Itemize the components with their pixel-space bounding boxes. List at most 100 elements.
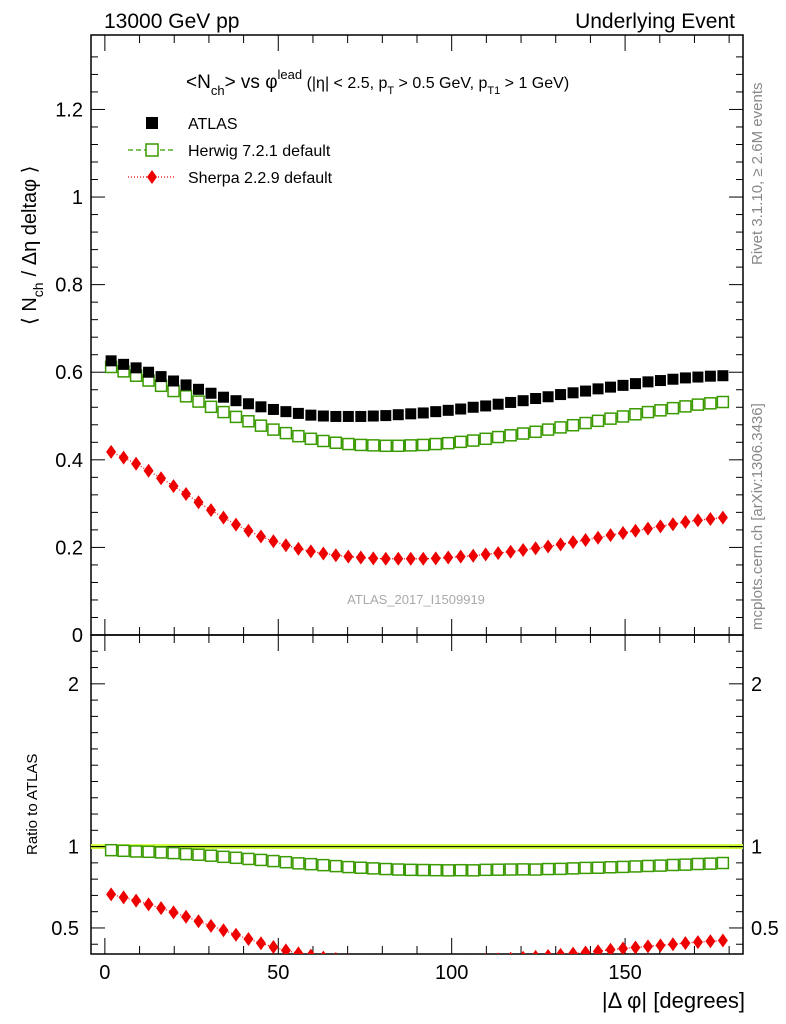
sherpa-ratio-point [544, 948, 552, 954]
sherpa-point [405, 551, 416, 566]
herwig-ratio-point [479, 863, 492, 877]
herwig-ratio-point [579, 861, 592, 875]
ratio-y-axis-label: Ratio to ATLAS [24, 754, 41, 855]
atlas-point [380, 410, 392, 422]
herwig-ratio-point [416, 863, 430, 877]
legend: ATLAS Herwig 7.2.1 default Sherpa 2.2.9 … [128, 116, 333, 187]
sherpa-point [280, 538, 291, 553]
sherpa-ratio-point [293, 946, 304, 954]
atlas-point [355, 410, 367, 422]
ratio-series-group [104, 843, 730, 968]
analysis-watermark: ATLAS_2017_I1509919 [347, 592, 485, 607]
atlas-point [667, 373, 679, 385]
atlas-point [105, 355, 117, 367]
sherpa-point [568, 535, 579, 550]
main-y-tick-label: 0.2 [55, 537, 83, 559]
sherpa-point [380, 551, 391, 566]
atlas-point [642, 376, 654, 388]
sherpa-point [355, 550, 366, 565]
herwig-point [516, 427, 530, 440]
atlas-point [330, 410, 342, 422]
x-tick-label: 50 [267, 962, 289, 984]
sherpa-point [156, 471, 167, 486]
atlas-point [317, 410, 329, 422]
herwig-point [554, 421, 567, 434]
ratio-y-tick-label-right: 0.5 [751, 918, 779, 940]
herwig-ratio-point [429, 863, 442, 877]
atlas-point [155, 371, 167, 383]
sherpa-ratio-point [347, 953, 350, 954]
atlas-point [505, 396, 517, 408]
sherpa-line [110, 451, 723, 560]
x-tick-label: 100 [435, 962, 468, 984]
sherpa-point [530, 541, 541, 556]
sherpa-point [443, 550, 454, 565]
atlas-point [417, 407, 429, 419]
sherpa-point [218, 510, 229, 525]
herwig-ratio-point [679, 858, 692, 871]
sherpa-point [205, 503, 216, 518]
sherpa-ratio-point [381, 954, 391, 968]
sherpa-ratio-point [667, 937, 678, 952]
atlas-point [717, 370, 729, 382]
sherpa-ratio-point [618, 941, 629, 954]
herwig-point [454, 435, 467, 449]
sherpa-point [318, 546, 329, 561]
sherpa-ratio-point [509, 951, 513, 954]
sherpa-ratio-point [205, 918, 216, 933]
sherpa-ratio-point [532, 949, 539, 954]
herwig-ratio-point [342, 860, 355, 874]
herwig-point [304, 432, 318, 446]
herwig-point [504, 429, 517, 442]
sherpa-point [642, 521, 653, 536]
herwig-ratio-point [404, 863, 418, 877]
herwig-point [629, 408, 642, 421]
sherpa-ratio-point [218, 923, 229, 938]
atlas-point [292, 407, 304, 419]
atlas-point [193, 383, 205, 395]
sherpa-point [393, 551, 404, 566]
sherpa-point [605, 528, 616, 543]
atlas-point [617, 379, 629, 391]
sherpa-point [455, 549, 466, 564]
sherpa-ratio-point [143, 897, 154, 912]
atlas-point [580, 385, 592, 397]
atlas-point [492, 398, 504, 410]
sherpa-point [168, 479, 179, 494]
sherpa-point [480, 547, 491, 562]
herwig-ratio-point [392, 863, 405, 876]
herwig-ratio-point [279, 855, 293, 869]
sherpa-ratio-point [373, 953, 374, 954]
sherpa-point [717, 510, 728, 525]
herwig-ratio-point [504, 863, 517, 876]
atlas-point [217, 391, 229, 403]
herwig-ratio-point [254, 853, 268, 867]
sherpa-ratio-point [655, 938, 666, 953]
herwig-ratio-point [179, 847, 193, 861]
sherpa-point [430, 551, 441, 566]
sherpa-ratio-point [717, 933, 728, 948]
atlas-point [168, 375, 180, 387]
herwig-point [179, 390, 193, 403]
herwig-point [466, 434, 480, 447]
sherpa-point [243, 523, 254, 538]
sherpa-point [118, 450, 129, 465]
atlas-point [305, 409, 317, 421]
atlas-point [392, 409, 404, 421]
sherpa-ratio-point [268, 940, 279, 954]
sherpa-point [518, 543, 529, 558]
sherpa-point [368, 551, 379, 566]
main-y-tick-label: 1.2 [55, 99, 83, 121]
atlas-point [130, 362, 142, 374]
atlas-point [280, 406, 292, 418]
herwig-point [242, 415, 255, 428]
legend-marker-sherpa [147, 170, 157, 184]
herwig-point [204, 400, 218, 414]
atlas-point [405, 408, 417, 420]
sherpa-point [705, 511, 716, 526]
herwig-ratio-point [441, 864, 455, 877]
herwig-ratio-point [454, 863, 467, 877]
herwig-ratio-point [317, 858, 330, 872]
plot-title: <Nch> vs φlead (|η| < 2.5, pT > 0.5 GeV,… [186, 67, 569, 98]
sherpa-point [255, 529, 266, 544]
